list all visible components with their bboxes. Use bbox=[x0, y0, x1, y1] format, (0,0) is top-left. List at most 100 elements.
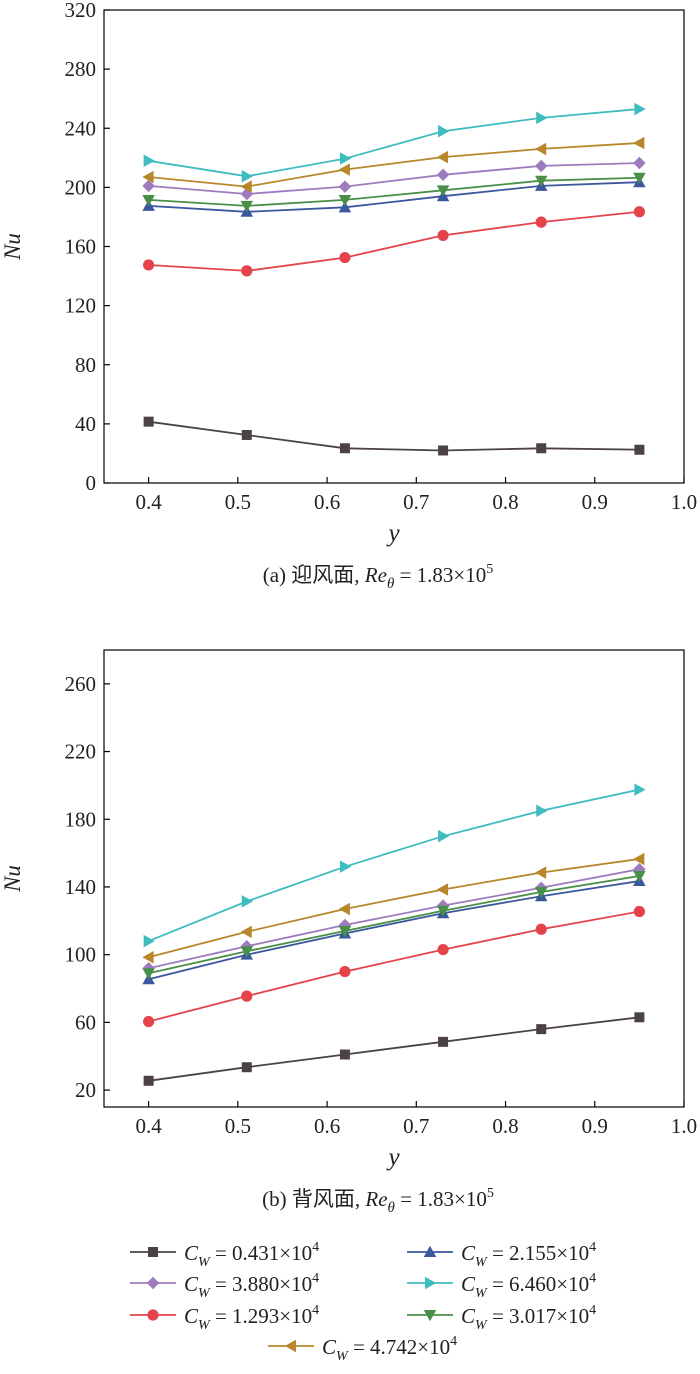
legend-label: CW = 0.431×104 bbox=[184, 1240, 319, 1270]
data-point-s3 bbox=[534, 159, 548, 173]
data-point-s6 bbox=[534, 887, 548, 899]
x-tick-label: 0.9 bbox=[582, 1114, 608, 1138]
legend-entry-s1: CW = 0.431×104 bbox=[130, 1240, 319, 1270]
x-tick-label: 0.5 bbox=[225, 1114, 251, 1138]
data-point-s1 bbox=[536, 443, 547, 454]
data-point-s5 bbox=[535, 216, 547, 228]
data-point-s5 bbox=[437, 229, 449, 242]
y-tick-label: 60 bbox=[75, 1010, 96, 1034]
data-point-s1 bbox=[241, 429, 252, 440]
data-point-s5 bbox=[437, 943, 449, 956]
plot-frame bbox=[103, 649, 685, 1108]
data-point-s1 bbox=[438, 445, 449, 456]
data-point-s4 bbox=[339, 152, 352, 165]
data-point-s4 bbox=[143, 934, 155, 948]
legend-label: CW = 4.742×104 bbox=[322, 1334, 457, 1364]
series-line-s1 bbox=[148, 1016, 640, 1082]
chart-caption: (a) 迎风面, Reθ = 1.83×105 bbox=[263, 562, 494, 592]
data-point-s5 bbox=[241, 265, 253, 277]
legend-marker-s1 bbox=[148, 1247, 158, 1257]
data-point-s3 bbox=[142, 179, 155, 193]
x-tick-label: 1.0 bbox=[671, 490, 697, 514]
data-point-s4 bbox=[438, 124, 450, 138]
data-point-s7 bbox=[633, 136, 645, 150]
legend-label: CW = 6.460×104 bbox=[461, 1271, 596, 1301]
chart-windward: 0 40 80 120 160 200 240 280 320 0.4 0.5 0.6 0.7 0.8 0.… bbox=[0, 0, 697, 592]
data-point-s7 bbox=[534, 142, 547, 156]
data-point-s6 bbox=[633, 870, 646, 883]
data-point-s1 bbox=[438, 1036, 449, 1047]
data-point-s7 bbox=[142, 170, 154, 184]
x-tick-label: 0.5 bbox=[225, 490, 251, 514]
data-point-s4 bbox=[241, 170, 254, 183]
x-tick-label: 0.6 bbox=[314, 490, 340, 514]
y-tick-label: 200 bbox=[65, 175, 97, 199]
series-line-s1 bbox=[148, 420, 640, 452]
data-point-s5 bbox=[339, 965, 351, 978]
legend-marker-s2 bbox=[423, 1245, 437, 1257]
y-tick-label: 140 bbox=[65, 875, 97, 899]
x-tick-label: 0.4 bbox=[135, 490, 162, 514]
data-point-s5 bbox=[633, 905, 645, 918]
legend: CW = 0.431×104 CW = 2.155×104 CW = 3.880×1… bbox=[130, 1240, 596, 1364]
data-point-s3 bbox=[338, 180, 352, 193]
data-point-s5 bbox=[535, 923, 547, 935]
data-point-s7 bbox=[436, 883, 449, 896]
y-tick-label: 260 bbox=[65, 672, 97, 696]
x-tick-label: 0.9 bbox=[582, 490, 608, 514]
data-point-s7 bbox=[436, 150, 449, 164]
legend-marker-s7 bbox=[284, 1339, 296, 1353]
data-point-s4 bbox=[634, 102, 646, 116]
data-point-s1 bbox=[634, 1012, 645, 1023]
data-point-s7 bbox=[338, 163, 350, 176]
data-point-s4 bbox=[241, 895, 254, 908]
data-point-s7 bbox=[338, 902, 350, 916]
legend-label: CW = 3.017×104 bbox=[461, 1303, 596, 1333]
y-axis-label: Nu bbox=[0, 865, 25, 893]
data-point-s7 bbox=[534, 866, 547, 879]
legend-entry-s2: CW = 2.155×104 bbox=[407, 1240, 596, 1270]
y-axis-label: Nu bbox=[0, 233, 25, 261]
series-line-s5 bbox=[148, 910, 640, 1023]
x-axis-label: y bbox=[385, 520, 400, 547]
legend-entry-s6: CW = 3.017×104 bbox=[407, 1303, 596, 1333]
data-point-s1 bbox=[339, 443, 350, 454]
series-line-s4 bbox=[148, 108, 640, 178]
legend-entry-s3: CW = 3.880×104 bbox=[130, 1271, 319, 1301]
data-point-s6 bbox=[436, 185, 450, 197]
series-line-s6 bbox=[148, 176, 640, 207]
y-tick-label: 160 bbox=[65, 235, 97, 259]
data-point-s5 bbox=[143, 259, 155, 271]
legend-label: CW = 1.293×104 bbox=[184, 1303, 319, 1333]
series-line-s7 bbox=[148, 858, 640, 959]
legend-marker-s4 bbox=[425, 1276, 437, 1290]
data-point-s1 bbox=[143, 416, 154, 427]
series-line-s7 bbox=[148, 142, 640, 188]
data-point-s5 bbox=[143, 1015, 155, 1028]
data-point-s6 bbox=[436, 905, 450, 917]
y-tick-label: 40 bbox=[75, 412, 96, 436]
x-tick-label: 1.0 bbox=[671, 1114, 697, 1138]
legend-label: CW = 2.155×104 bbox=[461, 1240, 596, 1270]
chart-leeward: 20 60 100 140 180 220 260 0.4 0.5 0.6 0.7 0.8 0.9 1.0… bbox=[0, 649, 697, 1216]
x-tick-label: 0.4 bbox=[135, 1114, 162, 1138]
y-tick-label: 0 bbox=[86, 471, 97, 495]
data-point-s6 bbox=[534, 175, 548, 187]
series-line-s3 bbox=[148, 162, 640, 195]
data-point-s1 bbox=[634, 444, 645, 455]
y-tick-label: 220 bbox=[65, 740, 97, 764]
data-point-s5 bbox=[633, 206, 645, 218]
data-point-s1 bbox=[536, 1024, 547, 1035]
x-tick-label: 0.8 bbox=[492, 1114, 518, 1138]
legend-marker-s6 bbox=[423, 1310, 437, 1322]
y-tick-label: 100 bbox=[65, 943, 97, 967]
x-tick-label: 0.6 bbox=[314, 1114, 340, 1138]
x-tick-label: 0.8 bbox=[492, 490, 518, 514]
data-point-s3 bbox=[633, 156, 646, 170]
series-line-s6 bbox=[148, 875, 640, 975]
data-point-s1 bbox=[241, 1062, 252, 1073]
data-point-s5 bbox=[339, 251, 351, 264]
data-point-s1 bbox=[339, 1049, 350, 1060]
x-tick-label: 0.7 bbox=[403, 490, 429, 514]
